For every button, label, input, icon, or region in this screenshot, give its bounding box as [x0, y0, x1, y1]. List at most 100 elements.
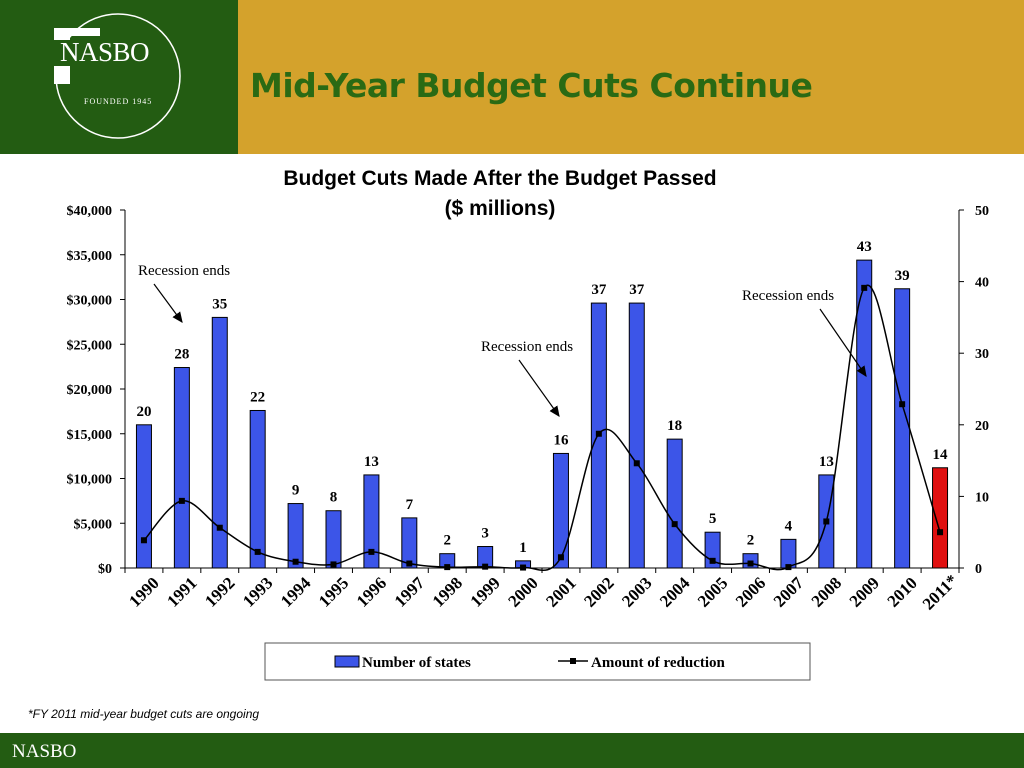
- reduction-point-2011*: [937, 529, 944, 536]
- bar-value-label: 20: [136, 404, 151, 420]
- reduction-point-2009: [861, 284, 868, 291]
- bar-value-label: 28: [174, 347, 189, 363]
- x-tick-label: 2007: [770, 573, 808, 611]
- reduction-point-1990: [140, 537, 147, 544]
- recession-annotation-label: Recession ends: [481, 339, 573, 355]
- reduction-point-2008: [823, 518, 830, 525]
- left-tick-label: $25,000: [67, 338, 113, 353]
- bar-value-label: 1: [519, 540, 527, 556]
- chart-subtitle: ($ millions): [444, 197, 556, 220]
- bar-value-label: 37: [629, 282, 645, 298]
- x-tick-label: 1997: [391, 573, 429, 611]
- right-tick-label: 30: [975, 347, 989, 362]
- logo-tagline: FOUNDED 1945: [84, 97, 152, 106]
- bar-value-label: 37: [591, 282, 607, 298]
- reduction-point-2005: [709, 557, 716, 564]
- x-tick-label: 2000: [504, 573, 541, 610]
- header-logo-panel: [0, 0, 238, 154]
- footer-label: NASBO: [12, 741, 77, 762]
- bar-1996: [363, 474, 380, 569]
- bar-value-label: 18: [667, 418, 682, 434]
- bar-2003: [628, 302, 645, 569]
- bar-value-label: 14: [933, 447, 949, 463]
- x-tick-label: 2005: [694, 573, 731, 610]
- left-tick-label: $10,000: [67, 473, 113, 488]
- combo-chart: $0 $5,000 $10,000 $15,000 $20,000 $25,000 $30,…: [67, 204, 989, 681]
- footnote: *FY 2011 mid-year budget cuts are ongoin…: [28, 707, 260, 721]
- reduction-point-1997: [406, 560, 413, 567]
- right-tick-label: 20: [975, 419, 989, 434]
- bar-1990: [135, 424, 152, 569]
- bar-2009: [856, 259, 873, 569]
- left-tick-label: $5,000: [74, 517, 113, 532]
- left-tick-label: $40,000: [67, 204, 113, 219]
- reduction-point-1994: [292, 558, 299, 565]
- reduction-point-2006: [747, 560, 754, 567]
- x-tick-label: 2011*: [919, 571, 962, 614]
- x-tick-label: 2003: [618, 573, 655, 610]
- reduction-point-1995: [330, 561, 337, 568]
- bar-value-label: 9: [292, 483, 300, 499]
- x-tick-label: 2006: [732, 573, 769, 610]
- bar-value-label: 22: [250, 389, 265, 405]
- x-tick-label: 1999: [467, 573, 504, 610]
- recession-annotation-arrow: [819, 308, 867, 377]
- reduction-point-2004: [671, 521, 678, 528]
- x-tick-label: 1990: [125, 573, 162, 610]
- recession-annotation-label: Recession ends: [138, 263, 230, 279]
- logo-band: [52, 40, 96, 66]
- left-tick-label: $20,000: [67, 383, 113, 398]
- bar-1995: [325, 510, 342, 569]
- reduction-point-2002: [595, 430, 602, 437]
- x-tick-label: 2002: [580, 573, 617, 610]
- x-tick-label: 1996: [353, 573, 390, 610]
- bar-value-label: 13: [819, 454, 834, 470]
- header-title-panel: [238, 0, 1024, 154]
- right-tick-label: 0: [975, 562, 982, 577]
- x-tick-label: 2010: [884, 573, 921, 610]
- nasbo-logo: NASBO FOUNDED 1945: [52, 13, 181, 139]
- right-tick-label: 50: [975, 204, 989, 219]
- bar-value-label: 5: [709, 511, 717, 527]
- recession-annotation-arrow: [518, 359, 560, 417]
- x-tick-label: 2008: [808, 573, 845, 610]
- x-tick-label: 1995: [315, 573, 352, 610]
- reduction-point-2001: [557, 554, 564, 561]
- bar-2004: [666, 438, 683, 569]
- left-tick-label: $30,000: [67, 294, 113, 309]
- bar-value-label: 13: [364, 454, 379, 470]
- reduction-point-1996: [368, 548, 375, 555]
- x-tick-label: 2001: [542, 573, 579, 610]
- reduction-point-2010: [899, 401, 906, 408]
- left-tick-label: $0: [98, 562, 112, 577]
- x-tick-label: 2004: [656, 573, 694, 611]
- bar-value-label: 39: [895, 268, 910, 284]
- chart-title-line: Budget Cuts Made After the Budget Passed: [283, 167, 717, 190]
- right-tick-label: 40: [975, 276, 989, 291]
- recession-annotation-label: Recession ends: [742, 288, 834, 304]
- reduction-point-2000: [520, 564, 527, 571]
- chart-title: Budget Cuts Made After the Budget Passed…: [200, 164, 800, 224]
- reduction-point-1991: [178, 497, 185, 504]
- bar-value-label: 4: [785, 518, 793, 534]
- legend-swatch-bars: [334, 655, 360, 668]
- bar-1994: [287, 503, 304, 569]
- footer-bar: [0, 733, 1024, 768]
- recession-annotation-arrow: [153, 283, 183, 323]
- bar-1992: [211, 316, 228, 569]
- x-tick-label: 2009: [846, 573, 883, 610]
- bar-value-label: 16: [553, 432, 569, 448]
- x-tick-label: 1994: [277, 573, 315, 611]
- reduction-point-1993: [254, 548, 261, 555]
- right-tick-label: 10: [975, 490, 989, 505]
- reduction-point-1998: [444, 564, 451, 571]
- reduction-point-2007: [785, 564, 792, 571]
- bar-value-label: 2: [443, 533, 451, 549]
- bar-value-label: 35: [212, 296, 227, 312]
- x-tick-label: 1993: [239, 573, 276, 610]
- x-tick-label: 1991: [163, 573, 200, 610]
- bar-value-label: 43: [857, 239, 872, 255]
- bar-1997: [401, 517, 418, 569]
- bar-value-label: 8: [330, 490, 338, 506]
- legend-label-line: Amount of reduction: [591, 655, 726, 671]
